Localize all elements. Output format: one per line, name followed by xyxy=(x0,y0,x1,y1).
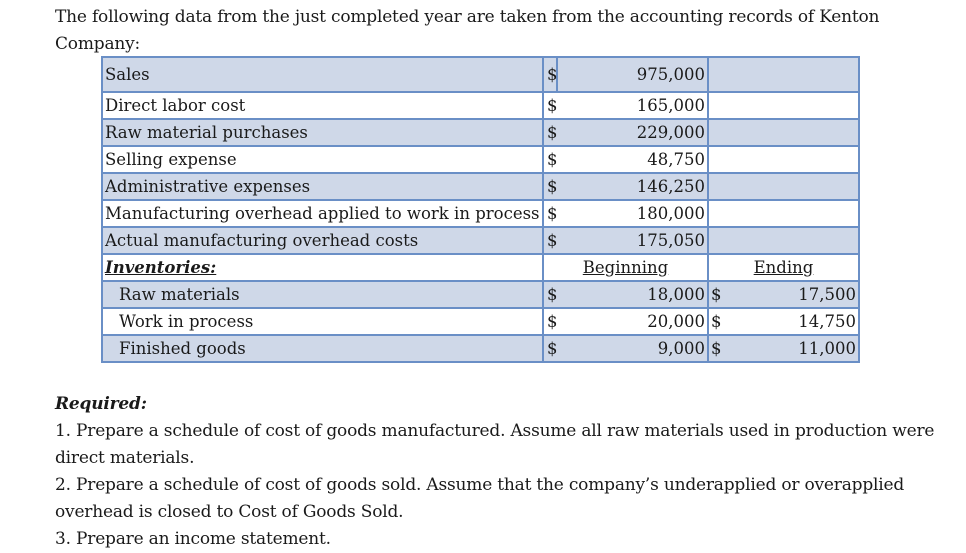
row-label: Administrative expenses xyxy=(101,172,544,201)
row-value: 146,250 xyxy=(557,172,709,201)
required-item-1: 1. Prepare a schedule of cost of goods m… xyxy=(55,421,935,468)
inventory-row-finished-goods: Finished goods $ 9,000 $ 11,000 xyxy=(101,334,860,363)
row-value: 229,000 xyxy=(557,118,709,147)
inventory-label: Finished goods xyxy=(101,334,544,363)
beginning-value: 20,000 xyxy=(557,307,709,336)
row-value: 175,050 xyxy=(557,226,709,255)
currency-symbol: $ xyxy=(542,118,558,147)
currency-symbol: $ xyxy=(542,172,558,201)
row-value: 48,750 xyxy=(557,145,709,174)
table-row-raw-material-purchases: Raw material purchases $ 229,000 xyxy=(101,118,860,147)
beginning-value: 18,000 xyxy=(557,280,709,309)
empty-cell xyxy=(707,199,860,228)
table-row-selling-expense: Selling expense $ 48,750 xyxy=(101,145,860,174)
row-label: Direct labor cost xyxy=(101,91,544,120)
inventory-label: Work in process xyxy=(101,307,544,336)
intro-text: The following data from the just complet… xyxy=(55,7,880,54)
inventory-row-raw-materials: Raw materials $ 18,000 $ 17,500 xyxy=(101,280,860,309)
currency-symbol: $ xyxy=(542,226,558,255)
table-row-actual-overhead: Actual manufacturing overhead costs $ 17… xyxy=(101,226,860,255)
currency-symbol: $ xyxy=(542,280,558,309)
ending-value: 17,500 xyxy=(722,280,860,309)
row-label: Actual manufacturing overhead costs xyxy=(101,226,544,255)
inventories-heading: Inventories: xyxy=(101,253,544,282)
empty-cell xyxy=(707,118,860,147)
currency-symbol: $ xyxy=(707,280,722,309)
currency-symbol: $ xyxy=(542,91,558,120)
empty-cell xyxy=(707,172,860,201)
row-value: 165,000 xyxy=(557,91,709,120)
required-heading: Required: xyxy=(55,394,147,414)
required-item-2: 2. Prepare a schedule of cost of goods s… xyxy=(55,475,905,522)
inventories-heading-text: Inventories: xyxy=(105,258,217,277)
inventories-header-row: Inventories: Beginning Ending xyxy=(101,253,860,282)
row-label: Selling expense xyxy=(101,145,544,174)
table-row-direct-labor: Direct labor cost $ 165,000 xyxy=(101,91,860,120)
empty-cell xyxy=(707,145,860,174)
row-label: Raw material purchases xyxy=(101,118,544,147)
currency-symbol: $ xyxy=(542,199,558,228)
ending-header-text: Ending xyxy=(753,258,814,277)
beginning-column-header: Beginning xyxy=(542,253,709,282)
currency-symbol: $ xyxy=(707,334,722,363)
ending-value: 14,750 xyxy=(722,307,860,336)
table-row-administrative-expenses: Administrative expenses $ 146,250 xyxy=(101,172,860,201)
inventory-row-work-in-process: Work in process $ 20,000 $ 14,750 xyxy=(101,307,860,336)
beginning-value: 9,000 xyxy=(557,334,709,363)
empty-cell xyxy=(707,56,860,93)
table-row-sales: Sales $ 975,000 xyxy=(101,56,860,93)
row-value: 180,000 xyxy=(557,199,709,228)
ending-value: 11,000 xyxy=(722,334,860,363)
inventory-label: Raw materials xyxy=(101,280,544,309)
currency-symbol: $ xyxy=(542,334,558,363)
row-label: Sales xyxy=(101,56,544,93)
ending-column-header: Ending xyxy=(707,253,860,282)
required-section: Required: 1. Prepare a schedule of cost … xyxy=(55,391,935,553)
beginning-header-text: Beginning xyxy=(582,258,669,277)
row-value: 975,000 xyxy=(557,56,709,93)
currency-symbol: $ xyxy=(542,307,558,336)
empty-cell xyxy=(707,91,860,120)
currency-symbol: $ xyxy=(542,56,558,93)
currency-symbol: $ xyxy=(707,307,722,336)
accounting-data-table: Sales $ 975,000 Direct labor cost $ 165,… xyxy=(101,56,860,363)
row-label: Manufacturing overhead applied to work i… xyxy=(101,199,544,228)
required-item-3: 3. Prepare an income statement. xyxy=(55,529,331,549)
currency-symbol: $ xyxy=(542,145,558,174)
empty-cell xyxy=(707,226,860,255)
table-row-overhead-applied: Manufacturing overhead applied to work i… xyxy=(101,199,860,228)
